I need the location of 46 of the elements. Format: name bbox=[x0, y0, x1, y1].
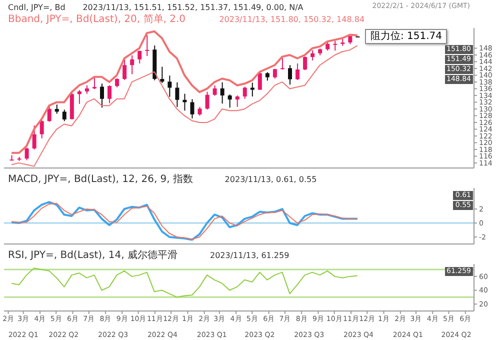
candlestick bbox=[333, 40, 338, 52]
candlestick bbox=[160, 66, 164, 84]
text: MACD, JPY=, Bd(Last), 12, 26, 9, 指数 bbox=[8, 174, 194, 185]
line-series bbox=[11, 268, 358, 298]
candlestick bbox=[175, 82, 180, 108]
candlestick bbox=[92, 76, 96, 90]
candlestick bbox=[288, 64, 292, 86]
candlestick bbox=[205, 91, 210, 110]
text: RSI, JPY=, Bd(Last), 14, 威尔德平滑 bbox=[8, 250, 178, 261]
candlestick bbox=[258, 72, 262, 91]
text: 2023/11/13, 0.61, 0.55 bbox=[224, 174, 317, 185]
text: 2023/11/13, 61.259 bbox=[210, 250, 290, 261]
candlestick bbox=[47, 104, 52, 122]
candlestick bbox=[303, 56, 308, 71]
candlestick bbox=[228, 94, 232, 108]
candlestick bbox=[168, 75, 172, 98]
candlestick bbox=[280, 58, 284, 70]
candlestick bbox=[130, 54, 134, 75]
candlestick bbox=[122, 58, 127, 80]
candlestick bbox=[242, 86, 247, 100]
line-series bbox=[10, 30, 358, 154]
candlestick bbox=[115, 78, 120, 88]
candlestick bbox=[10, 154, 14, 161]
candlestick bbox=[220, 82, 224, 104]
candlestick bbox=[212, 84, 217, 96]
candlestick bbox=[40, 120, 44, 139]
text: 2023/11/13, 151.80, 150.32, 148.84 bbox=[219, 14, 365, 25]
candlestick bbox=[190, 98, 194, 119]
text: Bband, JPY=, Bd(Last), 20, 简单, 2.0 bbox=[8, 14, 186, 25]
candlestick bbox=[100, 83, 104, 108]
candlestick bbox=[24, 147, 29, 161]
candlestick bbox=[62, 109, 66, 122]
text: 2023/11/13, 151.51, 151.52, 151.37, 151.49, 0.00, N/A bbox=[82, 2, 304, 13]
candlestick bbox=[138, 50, 142, 64]
candlestick bbox=[32, 124, 36, 150]
candlestick bbox=[296, 62, 300, 80]
candlestick bbox=[235, 94, 240, 108]
annotation: 阻力位: 151.74 bbox=[365, 28, 447, 44]
candlestick bbox=[54, 104, 59, 114]
candlestick bbox=[145, 34, 150, 56]
text: Cndl, JPY=, Bd bbox=[8, 2, 66, 13]
candlestick bbox=[77, 90, 82, 104]
candlestick bbox=[250, 82, 254, 97]
candlestick bbox=[108, 84, 112, 104]
candlestick bbox=[310, 50, 315, 61]
line-series bbox=[11, 45, 358, 167]
